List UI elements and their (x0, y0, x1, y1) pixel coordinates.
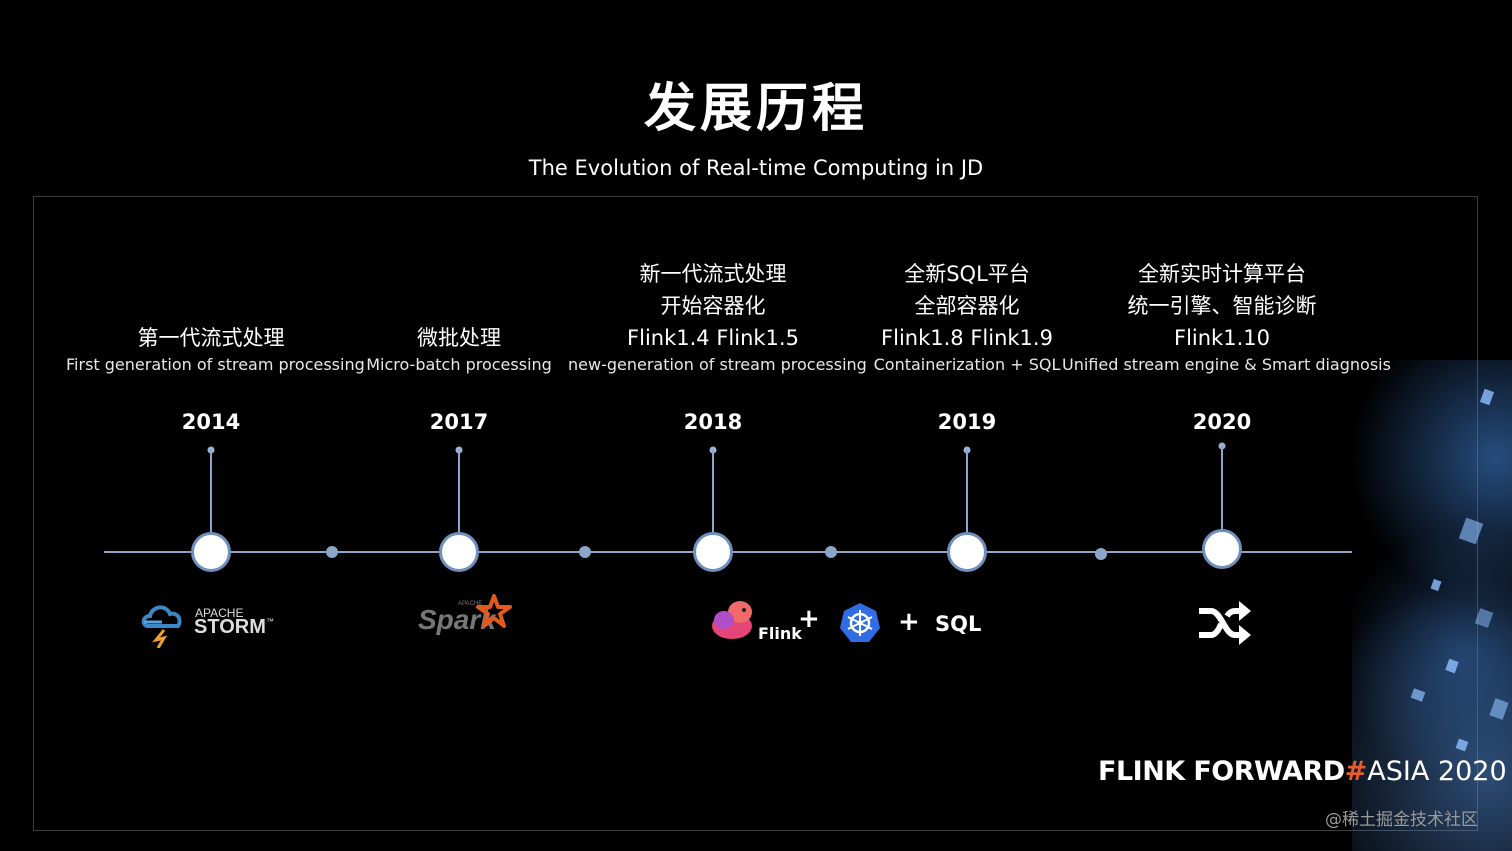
item-en-label: new-generation of stream processing (568, 355, 867, 374)
flink-squirrel-icon (712, 601, 752, 639)
timeline-item-2017: 微批处理 Micro-batch processing (314, 322, 604, 376)
item-cn-label: 第一代流式处理 (137, 326, 285, 350)
brand-asia: ASIA 2020 (1367, 756, 1507, 787)
sql-label: SQL (935, 612, 982, 636)
plus-sign: + (898, 607, 920, 637)
timeline-item-2019: 全新SQL平台 全部容器化 Flink1.8 Flink1.9 Containe… (822, 258, 1112, 376)
storm-big-text: STORM (194, 616, 266, 638)
item-cn-label: 统一引擎、智能诊断 (1127, 294, 1317, 318)
item-version-label: Flink1.4 Flink1.5 (627, 326, 799, 350)
brand-forward: FORWARD (1193, 756, 1345, 787)
year-label-2018: 2018 (683, 410, 743, 434)
timeline-dot (326, 546, 338, 558)
item-cn-label: 新一代流式处理 (639, 262, 787, 286)
timeline-dot (579, 546, 591, 558)
timeline-item-2020: 全新实时计算平台 统一引擎、智能诊断 Flink1.10 Unified str… (1062, 258, 1391, 376)
connector-line (966, 450, 968, 534)
apache-spark-logo: APACHE Spark (418, 594, 518, 644)
flink-forward-asia-brand: FLINK FORWARD#ASIA 2020 (1098, 756, 1507, 787)
timeline-dot (1095, 548, 1107, 560)
kubernetes-wheel-icon (840, 603, 880, 642)
brand-hash: # (1344, 756, 1368, 787)
item-cn-label: 全新实时计算平台 (1138, 262, 1306, 286)
item-en-label: Unified stream engine & Smart diagnosis (1062, 355, 1391, 374)
kubernetes-logo (838, 601, 882, 645)
timeline-node-2014 (191, 532, 231, 572)
item-cn-label: 微批处理 (417, 326, 501, 350)
year-label-2014: 2014 (181, 410, 241, 434)
storm-tm-text: ™ (266, 617, 274, 626)
timeline-item-2018: 新一代流式处理 开始容器化 Flink1.4 Flink1.5 new-gene… (568, 258, 867, 376)
item-cn-label: 全部容器化 (914, 294, 1020, 318)
connector-line (1221, 446, 1223, 531)
watermark: @稀土掘金技术社区 (1325, 810, 1478, 830)
timeline-node-2019 (947, 532, 987, 572)
year-label-2017: 2017 (429, 410, 489, 434)
timeline-node-2018 (693, 532, 733, 572)
spark-small-text: APACHE (458, 601, 483, 607)
item-en-label: Containerization + SQL (873, 355, 1061, 374)
storm-small-text: APACHE (195, 606, 244, 620)
item-cn-label: 全新SQL平台 (904, 262, 1030, 286)
item-version-label: Flink1.8 Flink1.9 (881, 326, 1053, 350)
timeline-panel (33, 196, 1478, 831)
plus-sign: + (798, 604, 820, 634)
slide-title: 发展历程 (643, 79, 868, 139)
decorative-cubes-graphic (1352, 360, 1512, 851)
timeline-item-2014: 第一代流式处理 First generation of stream proce… (66, 322, 365, 376)
year-label-2019: 2019 (937, 410, 997, 434)
spark-star-icon (476, 594, 512, 628)
item-cn-label: 开始容器化 (660, 294, 766, 318)
apache-storm-logo: APACHE STORM ™ (140, 600, 280, 650)
connector-line (712, 450, 714, 534)
apache-flink-logo: Flink (710, 598, 810, 648)
storm-cloud-icon (141, 605, 182, 648)
timeline-node-2020 (1202, 529, 1242, 569)
brand-flink: FLINK (1098, 756, 1185, 787)
connector-line (210, 450, 212, 534)
item-en-label: First generation of stream processing (66, 355, 365, 374)
slide-subtitle: The Evolution of Real-time Computing in … (528, 156, 984, 180)
item-en-label: Micro-batch processing (366, 355, 552, 374)
flink-text: Flink (758, 624, 802, 643)
year-label-2020: 2020 (1192, 410, 1252, 434)
shuffle-icon (1197, 601, 1251, 645)
item-version-label: Flink1.10 (1174, 326, 1270, 350)
timeline-dot (825, 546, 837, 558)
connector-line (458, 450, 460, 534)
timeline-node-2017 (439, 532, 479, 572)
